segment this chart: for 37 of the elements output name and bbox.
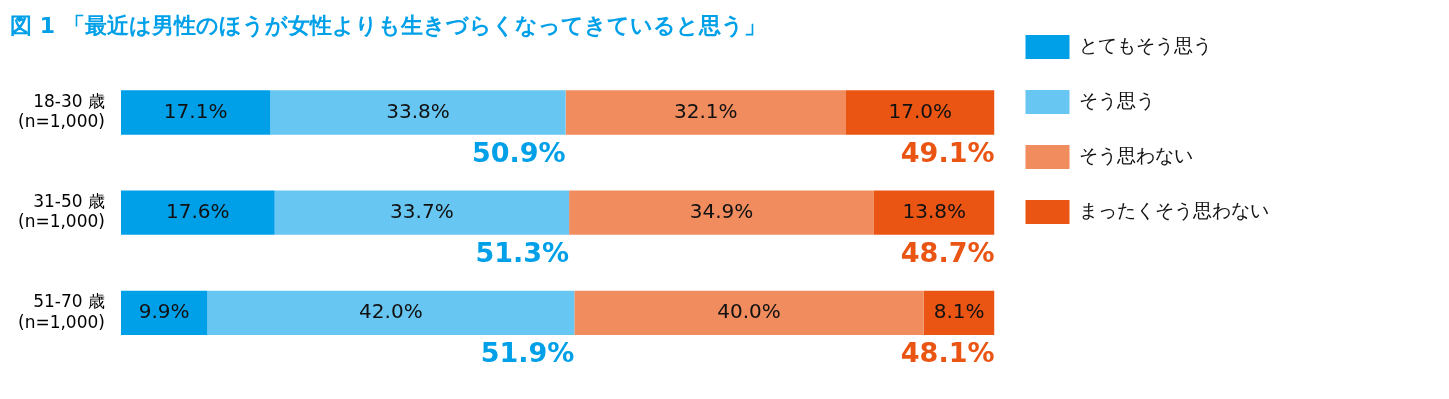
- bar: [565, 90, 846, 135]
- data-label: 33.8%: [386, 98, 450, 123]
- bar: [574, 290, 924, 336]
- annotation: 49.1%: [900, 136, 995, 168]
- data-label: 17.6%: [166, 198, 230, 223]
- annotation: 48.1%: [900, 337, 995, 369]
- data-label: 33.7%: [390, 198, 454, 223]
- data-label: 42.0%: [359, 299, 423, 324]
- annotation: 51.9%: [480, 337, 575, 369]
- data-label: 13.8%: [902, 198, 966, 223]
- bar: [569, 190, 874, 235]
- data-label: 8.1%: [933, 299, 985, 324]
- data-label: 9.9%: [138, 299, 190, 324]
- bar: [846, 90, 995, 135]
- legend-label: まったくそう思わない: [1079, 198, 1269, 221]
- legend-label: そう思う: [1079, 88, 1155, 111]
- y-tick-label: 51-70 歳 (n=1,000): [18, 291, 105, 332]
- bar: [207, 290, 575, 336]
- data-label: 40.0%: [717, 299, 781, 324]
- chart-title: 図 1 「最近は男性のほうが女性よりも生きづらくなってきていると思う」: [10, 12, 766, 38]
- legend-label: そう思わない: [1079, 143, 1193, 166]
- data-label: 34.9%: [689, 198, 754, 223]
- y-tick-label: 18-30 歳 (n=1,000): [18, 90, 105, 132]
- data-label: 32.1%: [674, 98, 738, 123]
- bar: [873, 190, 995, 235]
- data-label: 17.0%: [888, 98, 953, 123]
- y-tick-label: 31-50 歳 (n=1,000): [18, 190, 105, 232]
- annotation: 48.7%: [900, 236, 995, 268]
- bar: [270, 90, 566, 135]
- data-label: 17.1%: [163, 98, 228, 123]
- bar: [274, 190, 570, 235]
- annotation: 51.3%: [475, 236, 570, 268]
- bar: [120, 90, 271, 135]
- bar: [120, 190, 275, 235]
- legend-label: とてもそう思う: [1079, 33, 1212, 56]
- bar: [120, 290, 208, 336]
- annotation: 50.9%: [471, 136, 566, 168]
